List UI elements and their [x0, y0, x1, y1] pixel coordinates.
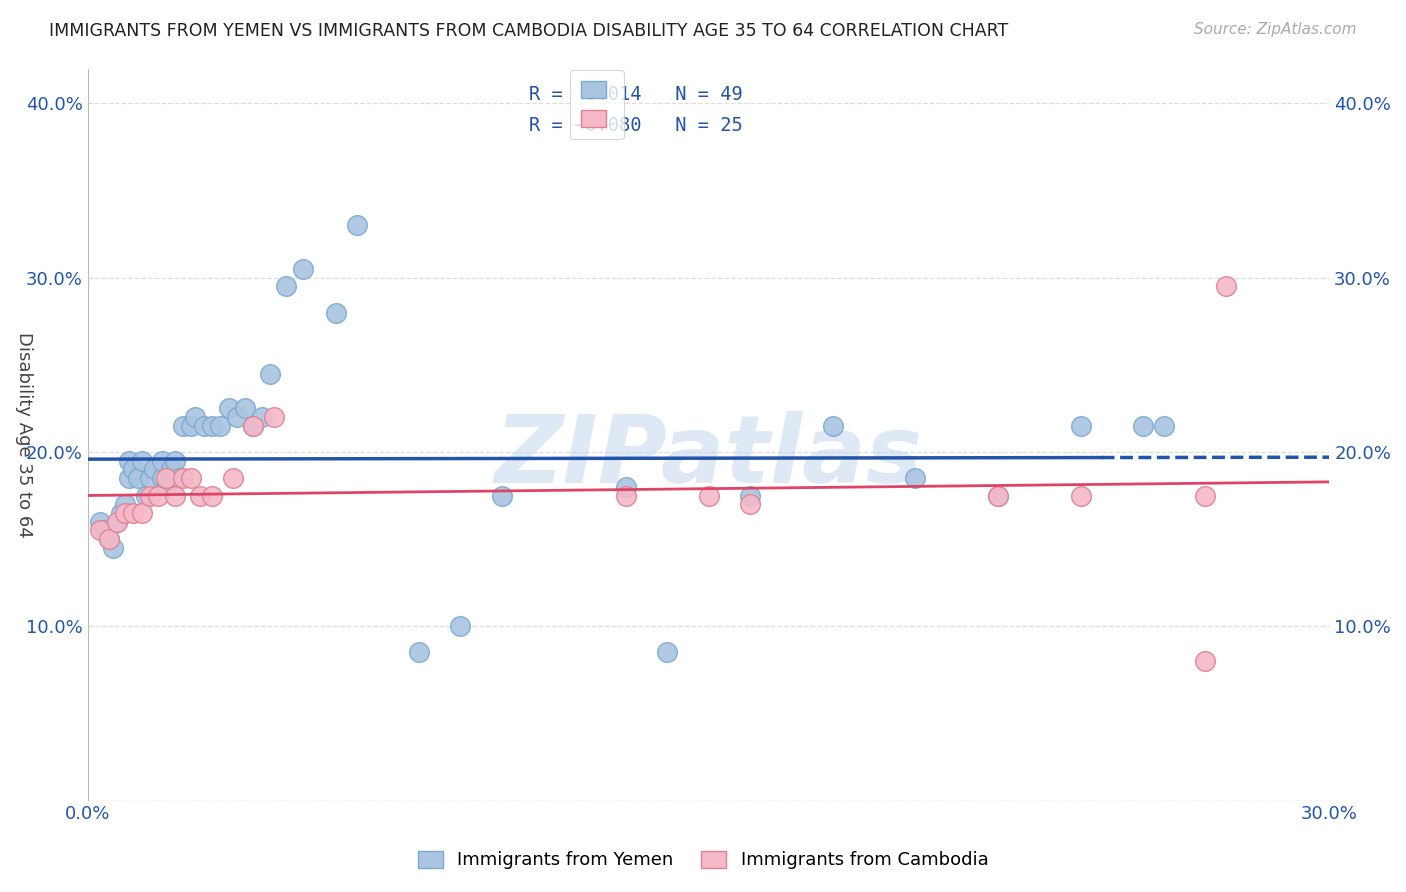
- Point: [225, 410, 247, 425]
- Y-axis label: Disability Age 35 to 64: Disability Age 35 to 64: [15, 332, 32, 538]
- Point: [242, 418, 264, 433]
- Point: [143, 462, 166, 476]
- Point: [491, 489, 513, 503]
- Point: [614, 480, 637, 494]
- Point: [101, 541, 124, 555]
- Point: [139, 489, 162, 503]
- Point: [122, 506, 145, 520]
- Point: [738, 497, 761, 511]
- Point: [821, 418, 844, 433]
- Point: [105, 515, 128, 529]
- Point: [155, 480, 177, 494]
- Point: [325, 305, 347, 319]
- Point: [697, 489, 720, 503]
- Point: [221, 471, 243, 485]
- Point: [201, 418, 224, 433]
- Point: [292, 262, 315, 277]
- Point: [163, 489, 186, 503]
- Point: [188, 489, 211, 503]
- Point: [1070, 489, 1092, 503]
- Point: [233, 401, 256, 416]
- Point: [114, 506, 136, 520]
- Point: [110, 506, 132, 520]
- Legend: Immigrants from Yemen, Immigrants from Cambodia: Immigrants from Yemen, Immigrants from C…: [409, 842, 997, 879]
- Point: [89, 524, 111, 538]
- Point: [155, 471, 177, 485]
- Point: [180, 418, 202, 433]
- Point: [135, 489, 157, 503]
- Point: [184, 410, 207, 425]
- Point: [118, 471, 141, 485]
- Point: [131, 453, 153, 467]
- Point: [657, 645, 679, 659]
- Point: [105, 515, 128, 529]
- Text: R = −0.080   N = 25: R = −0.080 N = 25: [529, 116, 742, 135]
- Point: [263, 410, 285, 425]
- Point: [1194, 489, 1216, 503]
- Point: [259, 367, 281, 381]
- Point: [131, 506, 153, 520]
- Point: [89, 515, 111, 529]
- Point: [139, 471, 162, 485]
- Point: [118, 453, 141, 467]
- Point: [904, 471, 927, 485]
- Point: [201, 489, 224, 503]
- Point: [449, 619, 471, 633]
- Point: [987, 489, 1010, 503]
- Point: [738, 489, 761, 503]
- Point: [163, 453, 186, 467]
- Point: [1070, 418, 1092, 433]
- Point: [250, 410, 273, 425]
- Point: [1132, 418, 1154, 433]
- Point: [150, 471, 173, 485]
- Point: [346, 219, 368, 233]
- Text: R =  0.014   N = 49: R = 0.014 N = 49: [529, 85, 742, 103]
- Point: [408, 645, 430, 659]
- Point: [159, 462, 181, 476]
- Point: [1194, 654, 1216, 668]
- Point: [180, 471, 202, 485]
- Point: [167, 471, 190, 485]
- Point: [97, 532, 120, 546]
- Point: [172, 418, 194, 433]
- Point: [172, 471, 194, 485]
- Point: [209, 418, 232, 433]
- Point: [148, 489, 170, 503]
- Point: [242, 418, 264, 433]
- Point: [114, 497, 136, 511]
- Point: [1153, 418, 1175, 433]
- Point: [614, 489, 637, 503]
- Point: [97, 532, 120, 546]
- Point: [218, 401, 240, 416]
- Point: [122, 462, 145, 476]
- Point: [193, 418, 215, 433]
- Point: [987, 489, 1010, 503]
- Text: Source: ZipAtlas.com: Source: ZipAtlas.com: [1194, 22, 1357, 37]
- Text: ZIPatlas: ZIPatlas: [495, 410, 922, 502]
- Text: IMMIGRANTS FROM YEMEN VS IMMIGRANTS FROM CAMBODIA DISABILITY AGE 35 TO 64 CORREL: IMMIGRANTS FROM YEMEN VS IMMIGRANTS FROM…: [49, 22, 1008, 40]
- Point: [276, 279, 298, 293]
- Legend: , : ,: [569, 70, 624, 139]
- Point: [150, 453, 173, 467]
- Point: [1215, 279, 1237, 293]
- Point: [127, 471, 149, 485]
- Point: [93, 524, 115, 538]
